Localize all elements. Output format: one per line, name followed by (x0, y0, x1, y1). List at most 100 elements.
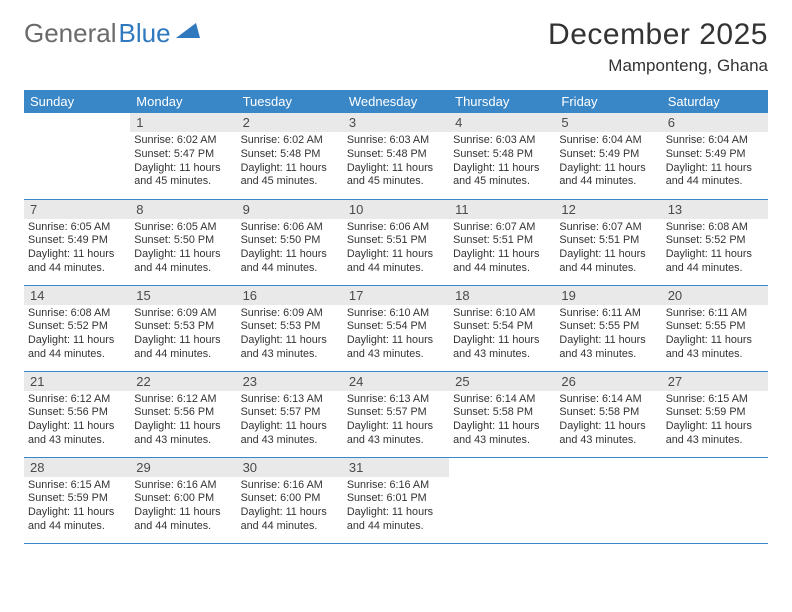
day-details: Sunrise: 6:07 AMSunset: 5:51 PMDaylight:… (555, 219, 661, 278)
calendar-week: 1Sunrise: 6:02 AMSunset: 5:47 PMDaylight… (24, 113, 768, 199)
day-number: 27 (662, 372, 768, 391)
calendar-cell: 30Sunrise: 6:16 AMSunset: 6:00 PMDayligh… (237, 457, 343, 543)
weekday-header: Sunday (24, 90, 130, 113)
day-details: Sunrise: 6:02 AMSunset: 5:48 PMDaylight:… (237, 132, 343, 191)
day-number: 12 (555, 200, 661, 219)
day-number: 20 (662, 286, 768, 305)
logo-triangle-icon (176, 20, 200, 38)
weekday-header: Tuesday (237, 90, 343, 113)
calendar-cell: 16Sunrise: 6:09 AMSunset: 5:53 PMDayligh… (237, 285, 343, 371)
day-number: 31 (343, 458, 449, 477)
header: GeneralBlue December 2025 Mamponteng, Gh… (24, 18, 768, 76)
day-number: 15 (130, 286, 236, 305)
calendar-cell (449, 457, 555, 543)
calendar-week: 14Sunrise: 6:08 AMSunset: 5:52 PMDayligh… (24, 285, 768, 371)
day-details: Sunrise: 6:12 AMSunset: 5:56 PMDaylight:… (130, 391, 236, 450)
day-details: Sunrise: 6:08 AMSunset: 5:52 PMDaylight:… (662, 219, 768, 278)
day-number: 2 (237, 113, 343, 132)
day-details: Sunrise: 6:16 AMSunset: 6:00 PMDaylight:… (130, 477, 236, 536)
day-number: 7 (24, 200, 130, 219)
day-details: Sunrise: 6:05 AMSunset: 5:50 PMDaylight:… (130, 219, 236, 278)
day-details: Sunrise: 6:06 AMSunset: 5:50 PMDaylight:… (237, 219, 343, 278)
calendar-cell: 18Sunrise: 6:10 AMSunset: 5:54 PMDayligh… (449, 285, 555, 371)
day-number: 11 (449, 200, 555, 219)
calendar-cell: 4Sunrise: 6:03 AMSunset: 5:48 PMDaylight… (449, 113, 555, 199)
calendar-cell: 31Sunrise: 6:16 AMSunset: 6:01 PMDayligh… (343, 457, 449, 543)
calendar-cell: 19Sunrise: 6:11 AMSunset: 5:55 PMDayligh… (555, 285, 661, 371)
day-details: Sunrise: 6:09 AMSunset: 5:53 PMDaylight:… (237, 305, 343, 364)
day-number: 6 (662, 113, 768, 132)
calendar-cell: 26Sunrise: 6:14 AMSunset: 5:58 PMDayligh… (555, 371, 661, 457)
calendar-cell: 1Sunrise: 6:02 AMSunset: 5:47 PMDaylight… (130, 113, 236, 199)
day-number: 1 (130, 113, 236, 132)
calendar-cell: 13Sunrise: 6:08 AMSunset: 5:52 PMDayligh… (662, 199, 768, 285)
day-details: Sunrise: 6:11 AMSunset: 5:55 PMDaylight:… (662, 305, 768, 364)
calendar-cell: 14Sunrise: 6:08 AMSunset: 5:52 PMDayligh… (24, 285, 130, 371)
weekday-header: Friday (555, 90, 661, 113)
page-title: December 2025 (548, 18, 768, 52)
calendar-cell: 5Sunrise: 6:04 AMSunset: 5:49 PMDaylight… (555, 113, 661, 199)
weekday-header: Saturday (662, 90, 768, 113)
day-number: 22 (130, 372, 236, 391)
day-details: Sunrise: 6:03 AMSunset: 5:48 PMDaylight:… (449, 132, 555, 191)
day-details: Sunrise: 6:07 AMSunset: 5:51 PMDaylight:… (449, 219, 555, 278)
day-details: Sunrise: 6:06 AMSunset: 5:51 PMDaylight:… (343, 219, 449, 278)
calendar-cell (662, 457, 768, 543)
calendar-cell: 25Sunrise: 6:14 AMSunset: 5:58 PMDayligh… (449, 371, 555, 457)
calendar-cell: 24Sunrise: 6:13 AMSunset: 5:57 PMDayligh… (343, 371, 449, 457)
day-number: 28 (24, 458, 130, 477)
day-number: 19 (555, 286, 661, 305)
day-details: Sunrise: 6:15 AMSunset: 5:59 PMDaylight:… (24, 477, 130, 536)
calendar-cell (24, 113, 130, 199)
location: Mamponteng, Ghana (548, 56, 768, 76)
day-details: Sunrise: 6:04 AMSunset: 5:49 PMDaylight:… (555, 132, 661, 191)
day-details: Sunrise: 6:16 AMSunset: 6:00 PMDaylight:… (237, 477, 343, 536)
calendar-cell: 11Sunrise: 6:07 AMSunset: 5:51 PMDayligh… (449, 199, 555, 285)
day-number: 16 (237, 286, 343, 305)
brand-part1: General (24, 18, 117, 49)
day-number: 5 (555, 113, 661, 132)
calendar-cell: 20Sunrise: 6:11 AMSunset: 5:55 PMDayligh… (662, 285, 768, 371)
day-details: Sunrise: 6:11 AMSunset: 5:55 PMDaylight:… (555, 305, 661, 364)
day-number: 17 (343, 286, 449, 305)
day-details: Sunrise: 6:13 AMSunset: 5:57 PMDaylight:… (237, 391, 343, 450)
day-number: 24 (343, 372, 449, 391)
calendar-cell: 15Sunrise: 6:09 AMSunset: 5:53 PMDayligh… (130, 285, 236, 371)
calendar-cell: 2Sunrise: 6:02 AMSunset: 5:48 PMDaylight… (237, 113, 343, 199)
day-details: Sunrise: 6:09 AMSunset: 5:53 PMDaylight:… (130, 305, 236, 364)
day-details: Sunrise: 6:12 AMSunset: 5:56 PMDaylight:… (24, 391, 130, 450)
calendar-cell: 9Sunrise: 6:06 AMSunset: 5:50 PMDaylight… (237, 199, 343, 285)
day-details: Sunrise: 6:16 AMSunset: 6:01 PMDaylight:… (343, 477, 449, 536)
day-number: 21 (24, 372, 130, 391)
calendar-week: 21Sunrise: 6:12 AMSunset: 5:56 PMDayligh… (24, 371, 768, 457)
calendar-cell: 22Sunrise: 6:12 AMSunset: 5:56 PMDayligh… (130, 371, 236, 457)
calendar-cell: 28Sunrise: 6:15 AMSunset: 5:59 PMDayligh… (24, 457, 130, 543)
day-number: 23 (237, 372, 343, 391)
weekday-header: Monday (130, 90, 236, 113)
calendar-cell: 21Sunrise: 6:12 AMSunset: 5:56 PMDayligh… (24, 371, 130, 457)
day-details: Sunrise: 6:03 AMSunset: 5:48 PMDaylight:… (343, 132, 449, 191)
calendar-cell: 17Sunrise: 6:10 AMSunset: 5:54 PMDayligh… (343, 285, 449, 371)
calendar-cell: 6Sunrise: 6:04 AMSunset: 5:49 PMDaylight… (662, 113, 768, 199)
day-number: 26 (555, 372, 661, 391)
day-number: 13 (662, 200, 768, 219)
calendar-body: 1Sunrise: 6:02 AMSunset: 5:47 PMDaylight… (24, 113, 768, 543)
calendar-cell: 8Sunrise: 6:05 AMSunset: 5:50 PMDaylight… (130, 199, 236, 285)
calendar-cell: 7Sunrise: 6:05 AMSunset: 5:49 PMDaylight… (24, 199, 130, 285)
day-details: Sunrise: 6:05 AMSunset: 5:49 PMDaylight:… (24, 219, 130, 278)
calendar-header-row: SundayMondayTuesdayWednesdayThursdayFrid… (24, 90, 768, 113)
day-number: 9 (237, 200, 343, 219)
day-details: Sunrise: 6:15 AMSunset: 5:59 PMDaylight:… (662, 391, 768, 450)
weekday-header: Thursday (449, 90, 555, 113)
day-details: Sunrise: 6:04 AMSunset: 5:49 PMDaylight:… (662, 132, 768, 191)
day-number: 25 (449, 372, 555, 391)
day-details: Sunrise: 6:14 AMSunset: 5:58 PMDaylight:… (449, 391, 555, 450)
day-number: 10 (343, 200, 449, 219)
calendar-cell: 3Sunrise: 6:03 AMSunset: 5:48 PMDaylight… (343, 113, 449, 199)
brand-part2: Blue (119, 18, 171, 49)
day-number: 8 (130, 200, 236, 219)
day-number: 29 (130, 458, 236, 477)
title-block: December 2025 Mamponteng, Ghana (548, 18, 768, 76)
weekday-header: Wednesday (343, 90, 449, 113)
calendar-cell: 27Sunrise: 6:15 AMSunset: 5:59 PMDayligh… (662, 371, 768, 457)
